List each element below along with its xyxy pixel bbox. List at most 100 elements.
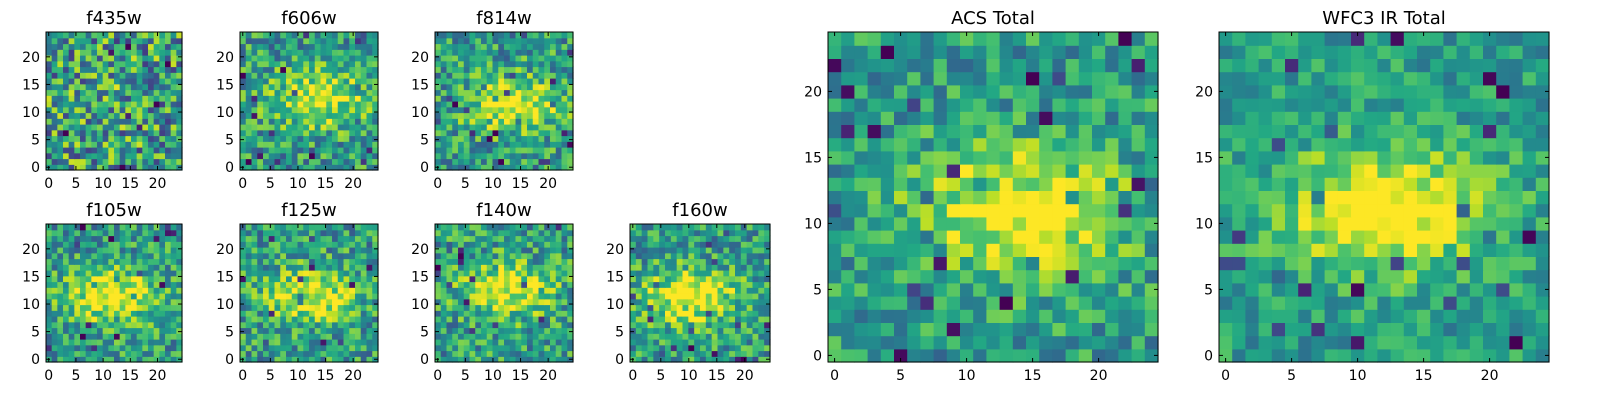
heatmap-cell — [257, 224, 264, 231]
heatmap-cell — [521, 43, 528, 50]
heatmap-cell — [435, 83, 442, 91]
heatmap-cell — [717, 304, 724, 311]
heatmap-cell — [527, 316, 534, 323]
heatmap-cell — [337, 258, 345, 265]
heatmap-cell — [960, 269, 974, 284]
heatmap-cell — [257, 264, 264, 271]
heatmap-cell — [1078, 45, 1093, 59]
heatmap-cell — [717, 241, 724, 248]
heatmap-cell — [532, 101, 540, 108]
heatmap-cell — [125, 287, 132, 294]
heatmap-cell — [274, 293, 281, 300]
heatmap-cell — [170, 83, 177, 91]
heatmap-cell — [102, 327, 109, 334]
heatmap-cell — [894, 296, 908, 310]
heatmap-cell — [355, 304, 362, 311]
heatmap-cell — [1065, 269, 1080, 284]
heatmap-cell — [527, 164, 534, 171]
heatmap-cell — [114, 95, 121, 102]
heatmap-cell — [286, 60, 293, 68]
heatmap-cell — [257, 339, 264, 346]
heatmap-cell — [509, 164, 517, 171]
heatmap-cell — [1092, 282, 1106, 297]
heatmap-cell — [555, 281, 563, 288]
heatmap-cell — [463, 333, 471, 340]
heatmap-cell — [136, 55, 143, 62]
heatmap-cell — [280, 135, 287, 142]
heatmap-cell — [544, 89, 551, 96]
heatmap-cell — [176, 72, 183, 79]
heatmap-cell — [854, 150, 869, 165]
heatmap-cell — [475, 152, 482, 160]
heatmap-cell — [268, 135, 276, 142]
heatmap-cell — [80, 106, 87, 114]
heatmap-cell — [68, 252, 75, 260]
heatmap-cell — [314, 241, 322, 248]
heatmap-cell — [63, 270, 70, 277]
heatmap-cell — [635, 264, 643, 271]
heatmap-cell — [723, 293, 730, 300]
heatmap-cell — [366, 118, 373, 125]
heatmap-cell — [85, 158, 92, 165]
heatmap-cell — [659, 241, 666, 248]
heatmap-cell — [297, 316, 304, 323]
heatmap-cell — [240, 124, 247, 131]
heatmap-cell — [291, 224, 299, 231]
heatmap-cell — [355, 310, 362, 317]
heatmap-cell — [46, 152, 53, 160]
heatmap-cell — [481, 304, 488, 311]
heatmap-cell — [114, 141, 121, 148]
heatmap-cell — [165, 258, 172, 265]
heatmap-cell — [142, 327, 149, 334]
heatmap-cell — [263, 135, 270, 142]
heatmap-cell — [828, 32, 842, 46]
heatmap-cell — [446, 78, 453, 85]
heatmap-cell — [1026, 177, 1040, 191]
heatmap-cell — [973, 309, 987, 323]
heatmap-cell — [291, 321, 299, 329]
heatmap-cell — [148, 78, 155, 85]
heatmap-cell — [74, 275, 81, 283]
heatmap-cell — [148, 316, 155, 323]
heatmap-cell — [999, 230, 1014, 244]
heatmap-cell — [366, 293, 373, 300]
heatmap-cell — [102, 101, 109, 108]
heatmap-cell — [309, 43, 316, 50]
heatmap-cell — [723, 224, 730, 231]
heatmap-cell — [85, 43, 92, 50]
heatmap-cell — [498, 235, 505, 242]
heatmap-cell — [332, 60, 339, 68]
heatmap-cell — [46, 252, 53, 260]
heatmap-cell — [80, 264, 87, 271]
heatmap-cell — [136, 147, 143, 154]
heatmap-cell — [854, 296, 869, 310]
heatmap-cell — [828, 45, 842, 59]
heatmap-cell — [452, 310, 459, 317]
heatmap-cell — [320, 124, 327, 131]
heatmap-cell — [550, 356, 557, 363]
heatmap-cell — [263, 95, 270, 102]
heatmap-cell — [504, 147, 511, 154]
heatmap-cell — [68, 60, 75, 68]
heatmap-cell — [297, 252, 304, 260]
heatmap-cell — [828, 296, 842, 310]
heatmap-cell — [159, 124, 166, 131]
heatmap-cell — [355, 95, 362, 102]
heatmap-cell — [1351, 335, 1365, 350]
y-tick-label: 0 — [225, 160, 234, 176]
heatmap-cell — [1131, 335, 1146, 350]
heatmap-cell — [458, 229, 465, 237]
heatmap-cell — [349, 141, 356, 148]
heatmap-cell — [240, 304, 247, 311]
heatmap-cell — [170, 152, 177, 160]
heatmap-cell — [492, 49, 499, 56]
heatmap-cell — [694, 247, 701, 254]
heatmap-cell — [1026, 98, 1040, 112]
heatmap-cell — [68, 344, 75, 352]
heatmap-cell — [435, 78, 442, 85]
heatmap-cell — [665, 275, 672, 283]
heatmap-cell — [960, 230, 974, 244]
heatmap-cell — [91, 293, 98, 300]
heatmap-cell — [498, 124, 505, 131]
heatmap-cell — [999, 84, 1014, 99]
